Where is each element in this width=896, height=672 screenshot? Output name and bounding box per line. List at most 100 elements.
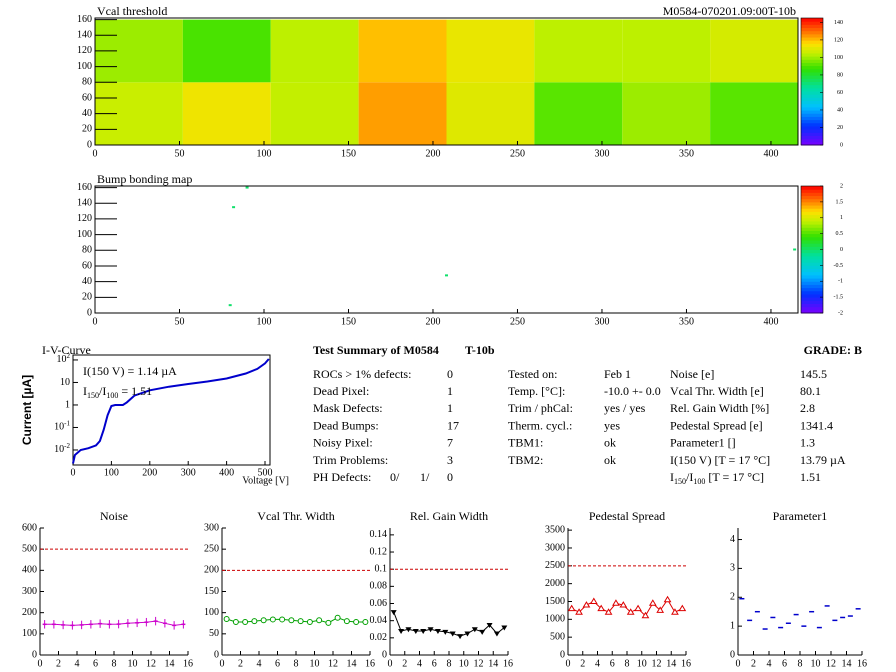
x-tick-label: 0 (566, 658, 571, 669)
colorbar-step (801, 236, 823, 241)
x-tick-label: 500 (258, 467, 273, 478)
x-tick-label: 6 (610, 658, 615, 669)
colorbar-label: 0.5 (836, 231, 844, 237)
y-tick-label: 300 (22, 586, 37, 597)
marker (604, 608, 613, 615)
marker (242, 618, 249, 625)
roc-cell (710, 19, 798, 83)
colorbar-step (801, 46, 823, 51)
colorbar-step (801, 243, 823, 247)
colorbar-step (801, 132, 823, 136)
summary-value: 2.8 (800, 401, 815, 415)
summary-value: 1341.4 (800, 418, 833, 432)
marker (334, 614, 341, 621)
x-tick-label: 16 (857, 658, 867, 669)
colorbar-step (801, 186, 823, 190)
x-tick-label: 4 (595, 658, 600, 669)
marker (582, 601, 591, 608)
y-tick-label: 140 (77, 198, 92, 209)
summary-label: I(150 V) [T = 17 °C] (670, 453, 770, 467)
marker (575, 608, 583, 615)
colorbar-step (801, 40, 823, 44)
x-tick-label: 14 (165, 658, 175, 669)
colorbar-step (801, 110, 823, 114)
y-tick-label: 0.08 (370, 581, 388, 592)
y-tick-label: 20 (82, 292, 92, 303)
colorbar-step (801, 224, 823, 228)
y-tick-label: 0.12 (370, 546, 388, 557)
summary-value: 7 (447, 436, 453, 450)
x-tick-label: 0 (220, 658, 225, 669)
x-tick-label: 0 (93, 316, 98, 327)
summary-label: Pedestal Spread [e] (670, 418, 763, 432)
roc-cell (622, 19, 711, 83)
x-tick-label: 200 (425, 148, 440, 159)
marker (353, 618, 360, 625)
bump-point (445, 274, 448, 277)
colorbar-step (801, 300, 823, 304)
colorbar-step (801, 246, 823, 250)
colorbar-step (801, 255, 823, 260)
colorbar-step (801, 141, 823, 146)
marker (471, 627, 478, 633)
summary-label: Mask Defects: (313, 401, 383, 415)
y-tick-label: 10-1 (54, 419, 70, 433)
colorbar-step (801, 113, 823, 117)
x-tick-label: 8 (294, 658, 299, 669)
marker (648, 599, 657, 606)
roc-cell (622, 82, 711, 145)
y-tick-label: 3000 (545, 542, 565, 553)
marker (457, 634, 464, 640)
colorbar-step (801, 201, 823, 206)
summary-value: 13.79 µA (800, 453, 846, 467)
colorbar-label: 0 (840, 142, 843, 148)
colorbar-step (801, 287, 823, 292)
colorbar-step (801, 309, 823, 314)
x-tick-label: 14 (488, 658, 498, 669)
marker (479, 629, 486, 635)
colorbar-step (801, 249, 823, 254)
y-tick-label: 120 (77, 45, 92, 56)
chart-title: Parameter1 (773, 509, 828, 523)
y-tick-label: 0.04 (370, 615, 388, 626)
colorbar-step (801, 129, 823, 133)
y-tick-label: 3 (730, 563, 735, 574)
y-tick-label: 0 (87, 307, 92, 318)
summary-label: Trim Problems: (313, 453, 388, 467)
colorbar-step (801, 94, 823, 98)
y-tick-label: 500 (550, 631, 565, 642)
colorbar-step (801, 78, 823, 82)
summary-label: Noisy Pixel: (313, 436, 373, 450)
colorbar-step (801, 303, 823, 308)
marker (663, 595, 672, 603)
summary-value: 1.3 (800, 436, 815, 450)
x-tick-label: 4 (257, 658, 262, 669)
summary-tag: T-10b (465, 343, 495, 357)
x-tick-label: 4 (75, 658, 80, 669)
y-tick-label: 80 (82, 77, 92, 88)
summary-value: Feb 1 (604, 367, 631, 381)
colorbar-step (801, 97, 823, 102)
x-tick-label: 150 (341, 148, 356, 159)
marker (251, 618, 258, 625)
y-tick-label: 100 (77, 61, 92, 72)
marker (412, 628, 419, 634)
colorbar-step (801, 306, 823, 311)
roc-cell (270, 19, 359, 83)
y-tick-label: 50 (209, 628, 219, 639)
marker (671, 608, 679, 615)
colorbar-step (801, 106, 823, 111)
x-tick-label: 10 (310, 658, 320, 669)
colorbar-step (801, 297, 823, 301)
summary-label: Trim / phCal: (508, 401, 573, 415)
y-tick-label: 200 (204, 565, 219, 576)
y-tick-label: 0 (560, 649, 565, 660)
y-tick-label: 10-2 (54, 442, 70, 456)
roc-cell (534, 19, 623, 83)
colorbar-step (801, 220, 823, 225)
colorbar-step (801, 27, 823, 32)
colorbar-step (801, 252, 823, 257)
marker (288, 617, 295, 624)
chart-title: Bump bonding map (97, 172, 192, 186)
colorbar-step (801, 59, 823, 63)
